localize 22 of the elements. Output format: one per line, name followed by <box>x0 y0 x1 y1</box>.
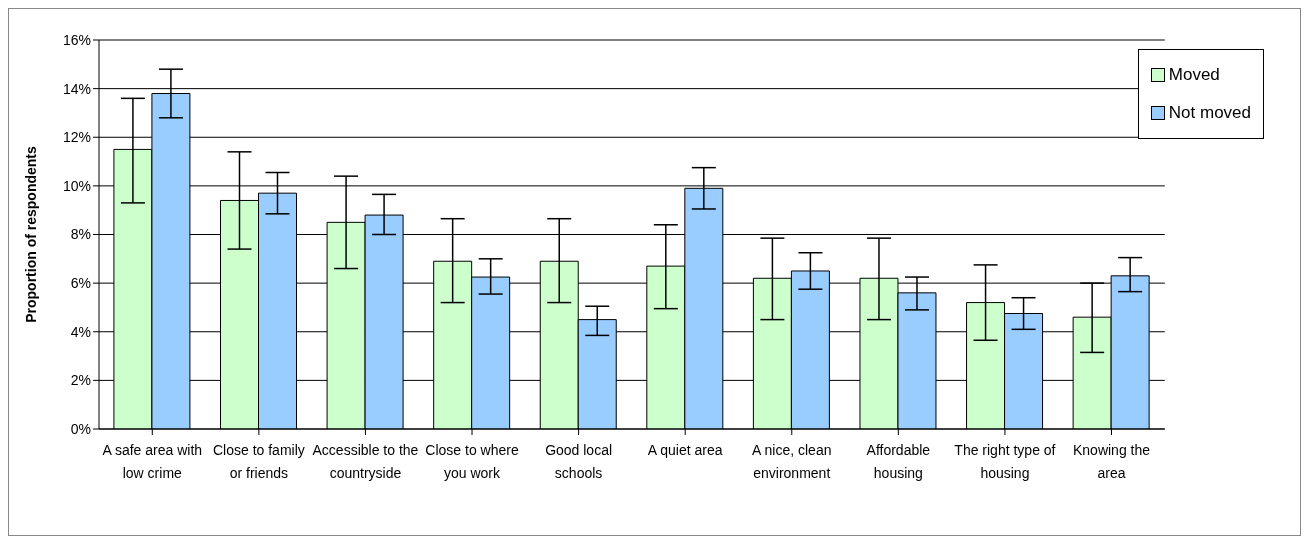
legend-label: Moved <box>1168 65 1220 85</box>
y-tick-label: 12% <box>62 129 91 146</box>
x-tick-label: Knowing the area <box>1072 441 1151 481</box>
x-tick-label: Affordable housing <box>866 441 931 481</box>
y-tick-label: 0% <box>70 420 91 437</box>
x-tick-label: A safe area with low crime <box>102 441 203 481</box>
x-tick-label: Close to family or friends <box>212 441 305 481</box>
y-tick-label: 4% <box>70 323 91 340</box>
x-tick-label: The right type of housing <box>954 441 1056 481</box>
y-tick-label: 8% <box>70 226 91 243</box>
x-tick-label: Accessible to the countryside <box>312 441 419 481</box>
x-tick-label: A nice, clean environment <box>752 441 832 481</box>
x-tick-label: Good local schools <box>545 441 613 481</box>
y-tick-label: 2% <box>70 372 91 389</box>
y-axis-title: Proportion of respondents <box>22 146 39 323</box>
legend-label: Not moved <box>1168 103 1251 123</box>
y-tick-label: 10% <box>62 177 91 194</box>
y-tick-label: 14% <box>62 80 91 97</box>
y-tick-label: 16% <box>62 31 91 48</box>
x-tick-label: A quiet area <box>647 441 723 458</box>
x-tick-label: Close to where you work <box>425 441 519 481</box>
y-tick-label: 6% <box>70 275 91 292</box>
